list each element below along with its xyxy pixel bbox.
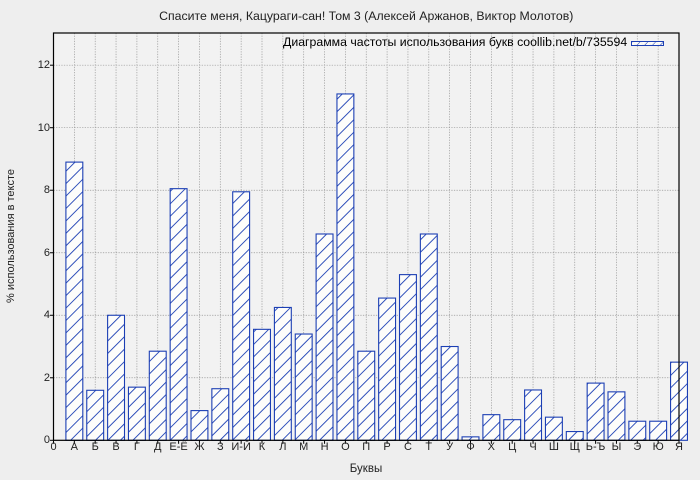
svg-text:% использования в тексте: % использования в тексте (5, 169, 17, 303)
